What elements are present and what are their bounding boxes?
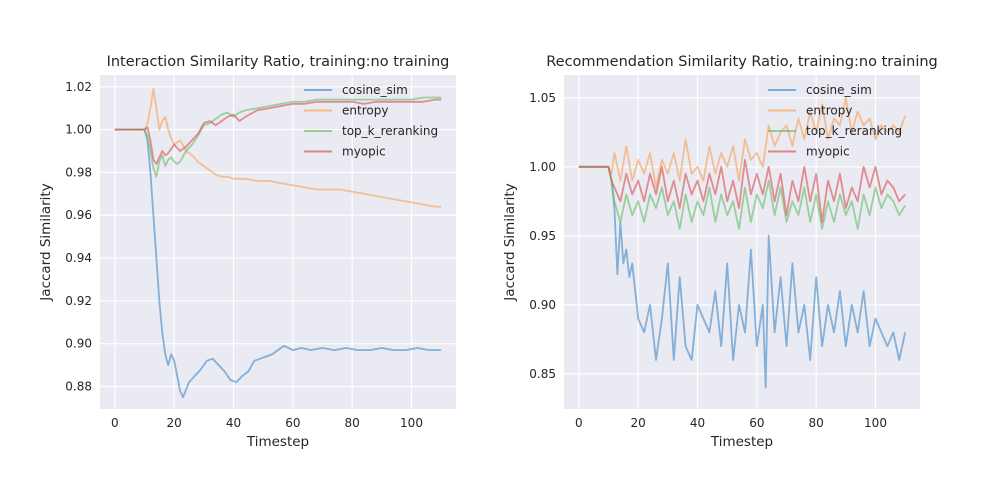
series-line-entropy bbox=[114, 88, 442, 208]
legend-label-entropy: entropy bbox=[342, 104, 388, 118]
x-axis-label: Timestep bbox=[710, 434, 773, 450]
x-tick-label: 80 bbox=[345, 416, 360, 430]
chart-title: Recommendation Similarity Ratio, trainin… bbox=[546, 54, 938, 70]
y-tick-label: 0.88 bbox=[65, 380, 92, 394]
x-tick-label: 40 bbox=[690, 416, 705, 430]
legend-label-entropy: entropy bbox=[806, 104, 852, 118]
x-tick-label: 60 bbox=[285, 416, 300, 430]
legend-label-top-k-reranking: top_k_reranking bbox=[342, 124, 438, 138]
y-tick-label: 1.02 bbox=[65, 80, 92, 94]
y-axis-label: Jaccard Similarity bbox=[38, 183, 54, 301]
series-line-myopic bbox=[578, 158, 906, 223]
x-tick-label: 60 bbox=[749, 416, 764, 430]
y-tick-label: 0.85 bbox=[529, 367, 556, 381]
series-line-cosine-sim bbox=[578, 165, 907, 389]
y-tick-label: 0.94 bbox=[65, 251, 92, 265]
y-axis-label: Jaccard Similarity bbox=[502, 183, 518, 301]
x-tick-label: 80 bbox=[809, 416, 824, 430]
series-line-top-k-reranking bbox=[114, 96, 442, 178]
y-tick-label: 1.00 bbox=[65, 123, 92, 137]
x-tick-label: 100 bbox=[400, 416, 423, 430]
y-tick-label: 0.92 bbox=[65, 294, 92, 308]
legend-label-myopic: myopic bbox=[342, 145, 386, 159]
y-tick-label: 0.90 bbox=[65, 337, 92, 351]
legend-label-myopic: myopic bbox=[806, 145, 850, 159]
x-tick-label: 40 bbox=[226, 416, 241, 430]
x-tick-label: 20 bbox=[167, 416, 182, 430]
x-tick-label: 0 bbox=[111, 416, 119, 430]
plot-area bbox=[564, 75, 920, 409]
plot-area bbox=[100, 75, 456, 409]
x-axis-label: Timestep bbox=[246, 434, 309, 450]
x-tick-label: 100 bbox=[864, 416, 887, 430]
y-tick-label: 0.90 bbox=[529, 298, 556, 312]
series-line-myopic bbox=[114, 98, 442, 165]
series-line-entropy bbox=[578, 96, 907, 189]
y-tick-label: 1.05 bbox=[529, 91, 556, 105]
chart-title: Interaction Similarity Ratio, training:n… bbox=[107, 54, 450, 70]
series-line-top-k-reranking bbox=[578, 165, 906, 230]
legend-label-top-k-reranking: top_k_reranking bbox=[806, 124, 902, 138]
series-line-cosine-sim bbox=[114, 128, 442, 399]
legend-label-cosine-sim: cosine_sim bbox=[806, 83, 872, 97]
legend-label-cosine-sim: cosine_sim bbox=[342, 83, 408, 97]
x-tick-label: 0 bbox=[575, 416, 583, 430]
chart-recommendation-similarity: 0 20 40 60 80 100 0.85 0.90 0.95 1.00 1.05 Recommen… bbox=[502, 54, 938, 450]
x-tick-label: 20 bbox=[631, 416, 646, 430]
chart-interaction-similarity: 0 20 40 60 80 100 0.88 0.90 0.92 0.94 0.96 0.98 1.00… bbox=[38, 54, 456, 450]
y-tick-label: 0.96 bbox=[65, 208, 92, 222]
y-tick-label: 0.98 bbox=[65, 165, 92, 179]
y-tick-label: 1.00 bbox=[529, 160, 556, 174]
y-tick-label: 0.95 bbox=[529, 229, 556, 243]
